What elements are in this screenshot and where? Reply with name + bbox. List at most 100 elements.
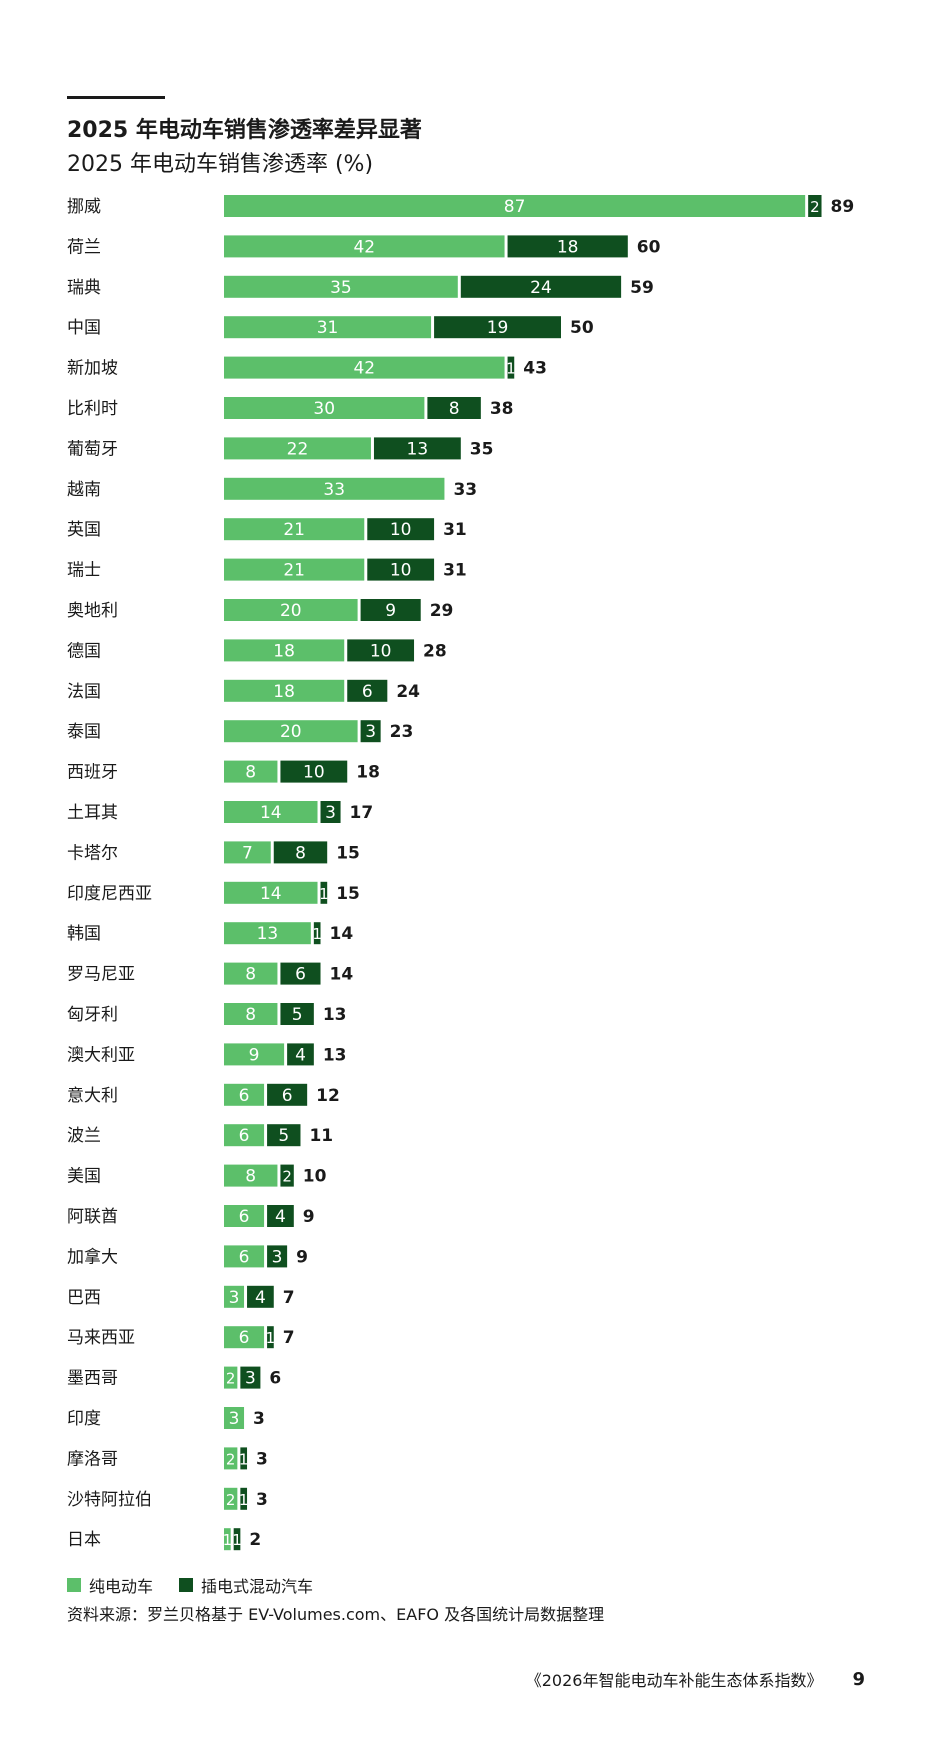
bev-value-label: 14 <box>260 803 282 823</box>
phev-value-label: 1 <box>319 885 329 903</box>
category-label: 日本 <box>67 1530 101 1550</box>
bev-bar <box>224 316 432 339</box>
bev-bar <box>224 760 278 783</box>
bev-bar <box>224 437 371 460</box>
phev-bar <box>233 1528 241 1551</box>
bev-value-label: 20 <box>280 601 302 621</box>
total-value-label: 23 <box>390 722 414 742</box>
category-label: 马来西亚 <box>67 1328 135 1348</box>
total-value-label: 3 <box>253 1409 265 1429</box>
bev-bar <box>224 1528 231 1551</box>
total-value-label: 24 <box>396 682 420 702</box>
phev-value-label: 10 <box>370 641 392 661</box>
phev-value-label: 4 <box>255 1288 266 1308</box>
total-value-label: 28 <box>423 641 447 661</box>
phev-value-label: 1 <box>239 1491 249 1509</box>
phev-bar <box>360 599 421 621</box>
bev-value-label: 22 <box>287 439 309 459</box>
bev-bar <box>224 801 318 823</box>
bev-value-label: 42 <box>353 359 375 379</box>
phev-value-label: 3 <box>272 1247 283 1267</box>
category-label: 加拿大 <box>67 1246 118 1267</box>
phev-bar <box>313 922 321 945</box>
phev-bar <box>280 1003 314 1025</box>
total-value-label: 38 <box>490 399 514 419</box>
category-label: 墨西哥 <box>67 1369 118 1389</box>
bev-bar <box>224 1124 265 1147</box>
total-value-label: 9 <box>296 1247 308 1267</box>
bev-bar <box>224 881 318 904</box>
phev-value-label: 6 <box>295 965 306 985</box>
bev-bar <box>224 922 311 945</box>
total-value-label: 3 <box>256 1449 268 1469</box>
phev-bar <box>808 195 822 217</box>
bev-bar <box>224 1487 238 1510</box>
total-value-label: 43 <box>523 359 547 379</box>
phev-value-label: 5 <box>292 1005 303 1025</box>
bev-value-label: 6 <box>239 1126 250 1146</box>
category-label: 英国 <box>67 520 101 540</box>
source-note: 资料来源：罗兰贝格基于 EV-Volumes.com、EAFO 及各国统计局数据… <box>67 1605 605 1624</box>
chart-subtitle: 2025 年电动车销售渗透率 (%) <box>67 152 374 177</box>
bev-bar <box>224 1205 265 1227</box>
category-label: 西班牙 <box>67 763 118 783</box>
phev-value-label: 4 <box>275 1207 286 1227</box>
bev-value-label: 33 <box>323 480 345 500</box>
bev-bar <box>224 1003 278 1025</box>
total-value-label: 12 <box>316 1086 340 1106</box>
total-value-label: 35 <box>470 439 494 459</box>
phev-bar <box>427 397 481 419</box>
bev-value-label: 3 <box>229 1288 240 1308</box>
phev-bar <box>507 356 515 379</box>
bev-value-label: 6 <box>239 1207 250 1227</box>
bev-value-label: 6 <box>239 1086 250 1106</box>
bev-bar <box>224 1245 265 1268</box>
category-label: 法国 <box>67 682 101 702</box>
phev-bar <box>267 1245 288 1268</box>
total-value-label: 14 <box>330 924 354 944</box>
phev-bar <box>347 639 415 662</box>
phev-bar <box>267 1205 294 1227</box>
phev-value-label: 3 <box>245 1369 256 1389</box>
phev-bar <box>267 1083 308 1106</box>
total-value-label: 89 <box>831 197 855 217</box>
total-value-label: 7 <box>283 1288 295 1308</box>
phev-bar <box>507 235 628 258</box>
total-value-label: 13 <box>323 1045 347 1065</box>
bev-bar <box>224 599 358 621</box>
category-label: 意大利 <box>67 1086 118 1106</box>
category-label: 澳大利亚 <box>67 1045 135 1065</box>
title-rule <box>67 96 165 99</box>
phev-bar <box>267 1326 274 1349</box>
bev-bar <box>224 1326 265 1349</box>
category-label: 美国 <box>67 1167 101 1187</box>
category-label: 瑞士 <box>67 561 101 581</box>
bev-value-label: 8 <box>245 1167 256 1187</box>
category-label: 印度尼西亚 <box>67 884 152 904</box>
total-value-label: 9 <box>303 1207 315 1227</box>
category-label: 印度 <box>67 1409 101 1429</box>
bev-bar <box>224 477 445 500</box>
phev-bar <box>360 720 381 743</box>
category-label: 瑞典 <box>67 278 101 298</box>
bev-value-label: 6 <box>239 1328 250 1348</box>
total-value-label: 18 <box>356 763 380 783</box>
bev-bar <box>224 1083 265 1106</box>
phev-value-label: 3 <box>325 803 336 823</box>
phev-bar <box>273 841 328 864</box>
phev-value-label: 18 <box>557 237 579 257</box>
phev-bar <box>280 962 321 985</box>
category-label: 荷兰 <box>67 237 101 257</box>
total-value-label: 31 <box>443 520 467 540</box>
phev-value-label: 1 <box>312 925 322 943</box>
bev-bar <box>224 275 458 298</box>
category-label: 中国 <box>67 318 101 338</box>
bev-bar <box>224 1447 238 1470</box>
phev-bar <box>247 1285 274 1308</box>
total-value-label: 7 <box>283 1328 295 1348</box>
category-label: 比利时 <box>67 399 118 419</box>
phev-value-label: 13 <box>407 439 429 459</box>
phev-value-label: 10 <box>303 763 325 783</box>
total-value-label: 31 <box>443 561 467 581</box>
total-value-label: 17 <box>350 803 374 823</box>
